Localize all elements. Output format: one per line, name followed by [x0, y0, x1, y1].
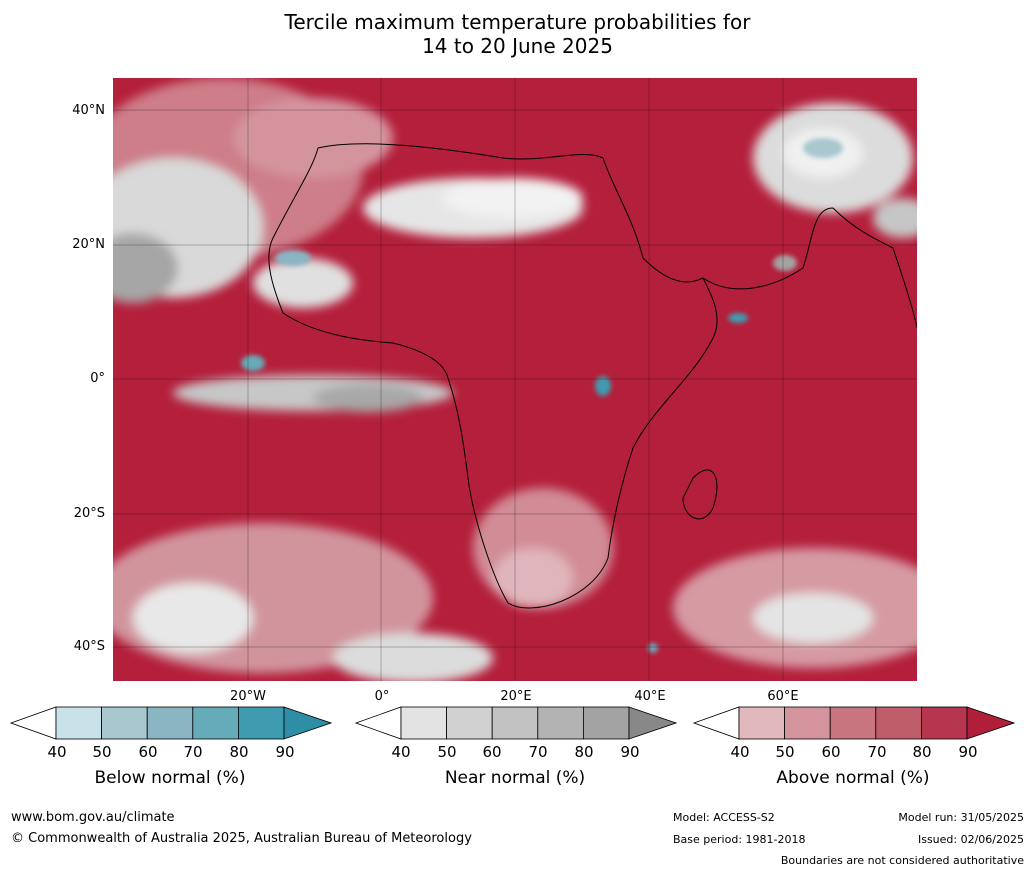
footer-issued: Issued: 02/06/2025	[917, 833, 1024, 846]
colorbar-label-above-normal: Above normal (%)	[776, 768, 930, 788]
below-normal-patches	[241, 138, 843, 653]
footer-url: www.bom.gov.au/climate	[11, 810, 175, 825]
tick: 80	[574, 743, 594, 761]
colorbar-segment	[491, 706, 539, 740]
tick: 70	[183, 743, 203, 761]
lon-label-40e: 40°E	[634, 689, 666, 704]
lon-label-0: 0°	[374, 689, 390, 704]
tick: 90	[958, 743, 978, 761]
tick: 60	[138, 743, 158, 761]
colorbar-segment	[738, 706, 785, 740]
tick: 70	[528, 743, 548, 761]
tick: 80	[229, 743, 249, 761]
lat-label-40s: 40°S	[73, 639, 105, 654]
probability-fields	[113, 78, 917, 681]
footer-model-run: Model run: 31/05/2025	[898, 811, 1024, 824]
colorbar-label-below-normal: Below normal (%)	[94, 768, 246, 788]
footer-disclaimer: Boundaries are not considered authoritat…	[780, 854, 1024, 867]
colorbar-segment	[829, 706, 877, 740]
footer-copyright: © Commonwealth of Australia 2025, Austra…	[11, 831, 472, 846]
tick: 40	[730, 743, 750, 761]
colorbar-segment	[875, 706, 922, 740]
colorbar-above-normal	[693, 706, 1015, 740]
lat-label-0: 0°	[90, 371, 105, 386]
tick: 50	[437, 743, 457, 761]
graticule	[113, 78, 917, 681]
colorbar-right-arrow	[628, 706, 677, 740]
colorbar-left-arrow	[693, 706, 740, 740]
colorbar-label-near-normal: Near normal (%)	[444, 768, 586, 788]
tick: 40	[47, 743, 67, 761]
colorbar-near-normal	[355, 706, 677, 740]
colorbar-right-arrow	[283, 706, 332, 740]
colorbar-segment	[582, 706, 630, 740]
map-title-line1: Tercile maximum temperature probabilitie…	[284, 10, 751, 34]
colorbar-right-arrow	[966, 706, 1015, 740]
colorbar-segment	[446, 706, 493, 740]
map-title-line2: 14 to 20 June 2025	[422, 34, 613, 58]
lon-label-60e: 60°E	[767, 689, 799, 704]
colorbar-segment	[237, 706, 285, 740]
tick: 50	[775, 743, 795, 761]
tick: 70	[867, 743, 887, 761]
probability-map	[113, 78, 917, 681]
tick: 60	[821, 743, 841, 761]
lat-label-20n: 20°N	[72, 237, 105, 252]
footer-base-period: Base period: 1981-2018	[673, 833, 806, 846]
coastlines	[268, 143, 917, 609]
colorbar-segment	[920, 706, 968, 740]
colorbar-segment	[537, 706, 584, 740]
lon-label-20w: 20°W	[230, 689, 266, 704]
tick: 90	[620, 743, 640, 761]
tick: 50	[92, 743, 112, 761]
colorbar-segment	[400, 706, 447, 740]
colorbar-segment	[146, 706, 194, 740]
lat-label-40n: 40°N	[72, 103, 105, 118]
colorbar-segment	[192, 706, 239, 740]
tick: 40	[391, 743, 411, 761]
colorbar-segment	[55, 706, 102, 740]
colorbar-left-arrow	[10, 706, 57, 740]
tick: 90	[275, 743, 295, 761]
colorbar-left-arrow	[355, 706, 402, 740]
colorbar-segment	[784, 706, 831, 740]
tick: 60	[482, 743, 502, 761]
footer-model: Model: ACCESS-S2	[673, 811, 775, 824]
lat-label-20s: 20°S	[73, 506, 105, 521]
colorbar-below-normal	[10, 706, 332, 740]
lon-label-20e: 20°E	[500, 689, 532, 704]
colorbar-segment	[101, 706, 148, 740]
tick: 80	[912, 743, 932, 761]
